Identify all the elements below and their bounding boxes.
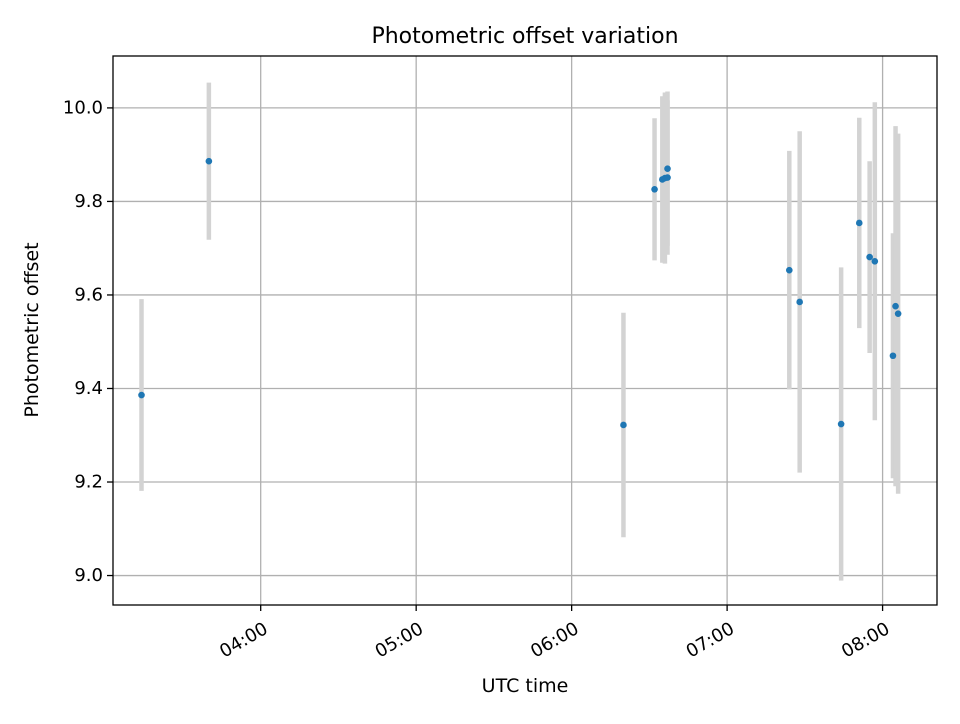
data-point (892, 302, 899, 310)
point-layer (138, 157, 902, 429)
y-tick-label: 9.4 (74, 378, 103, 399)
y-axis-label: Photometric offset (21, 242, 43, 417)
data-point (620, 421, 627, 429)
y-tick-label: 9.2 (74, 472, 103, 493)
data-point (796, 298, 803, 306)
data-point (871, 257, 879, 265)
y-tick-label: 9.6 (74, 284, 103, 305)
y-tick-label: 10.0 (63, 97, 103, 118)
data-point (205, 157, 213, 165)
data-point (837, 420, 845, 428)
data-point (664, 174, 671, 181)
data-point (894, 310, 902, 317)
y-tick-label: 9.8 (74, 191, 103, 212)
y-tick-label: 9.0 (74, 565, 103, 586)
data-point (664, 165, 671, 172)
data-point (855, 219, 863, 227)
data-point (138, 391, 145, 399)
data-point (866, 253, 873, 261)
data-point (651, 185, 658, 193)
plot-frame (112, 55, 938, 606)
data-point (889, 352, 897, 360)
x-axis-label: UTC time (482, 675, 569, 697)
chart-title: Photometric offset variation (371, 24, 678, 49)
data-point (786, 266, 793, 274)
